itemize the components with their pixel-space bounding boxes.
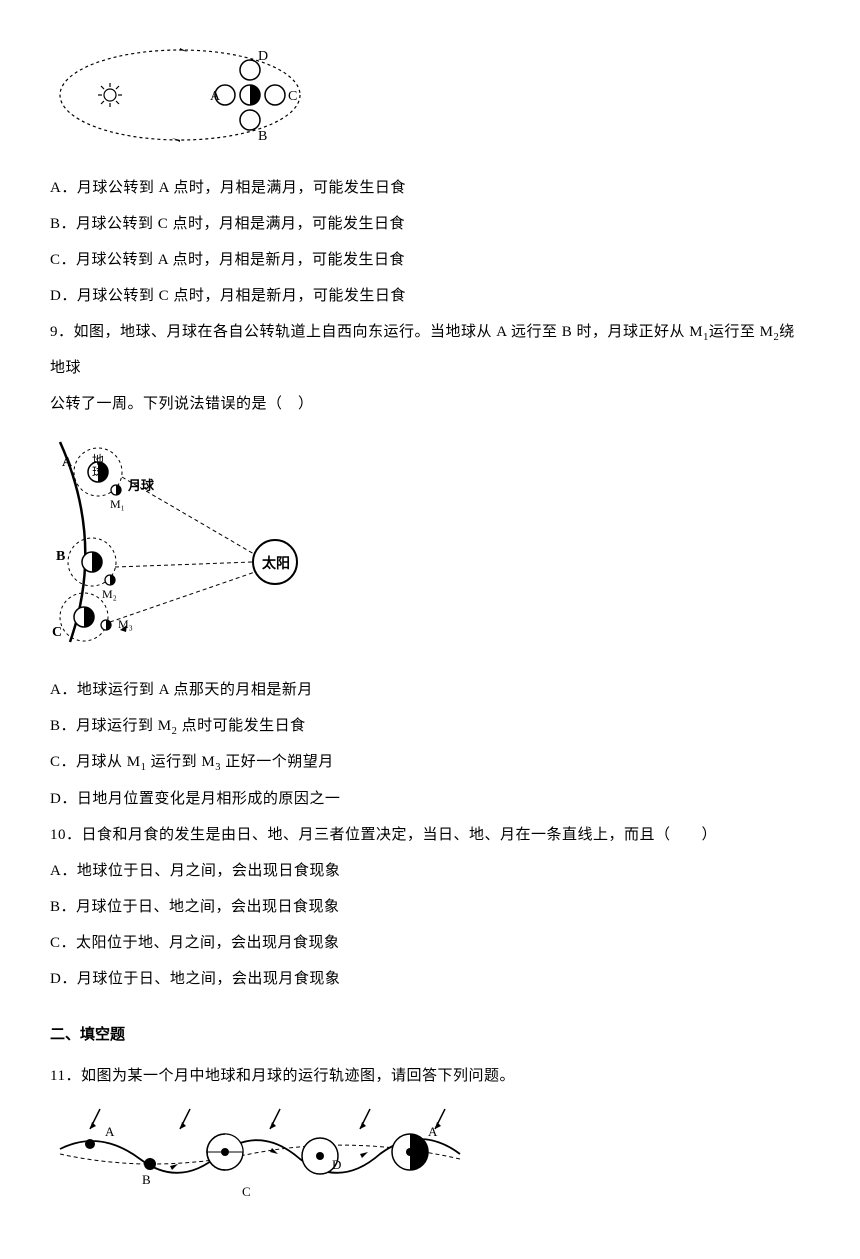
q9-option-c: C．月球从 M1 运行到 M3 正好一个朔望月	[50, 744, 810, 780]
moon-b	[240, 110, 260, 130]
ems-svg: A 地 球 月球 M₁ B M₂ C M₃ 太阳	[50, 432, 330, 652]
label-ta: A	[105, 1124, 115, 1139]
label-tb: B	[142, 1172, 151, 1187]
q10-option-a: A．地球位于日、月之间，会出现日食现象	[50, 853, 810, 889]
q9-option-b: B．月球运行到 M2 点时可能发生日食	[50, 708, 810, 744]
q10-option-c: C．太阳位于地、月之间，会出现月食现象	[50, 925, 810, 961]
moon-d	[240, 60, 260, 80]
sun-icon	[98, 83, 122, 107]
q-pre-option-d: D．月球公转到 C 点时，月相是新月，可能发生日食	[50, 278, 810, 314]
earth-pos-1	[85, 1139, 95, 1149]
q9-text: 9．如图，地球、月球在各自公转轨道上自西向东运行。当地球从 A 远行至 B 时，…	[50, 314, 810, 386]
q9-text-a: 9．如图，地球、月球在各自公转轨道上自西向东运行。当地球从 A 远行至 B 时，…	[50, 324, 703, 340]
q9-option-a: A．地球运行到 A 点那天的月相是新月	[50, 672, 810, 708]
diagram-orbit: A C B D	[50, 40, 810, 150]
diagram-trajectory: A B C D A	[50, 1104, 810, 1209]
q9-option-d: D．日地月位置变化是月相形成的原因之一	[50, 781, 810, 817]
moon-c	[265, 85, 285, 105]
section-2-header: 二、填空题	[50, 1017, 810, 1053]
q-pre-option-c: C．月球公转到 A 点时，月相是新月，可能发生日食	[50, 242, 810, 278]
q9-text-b: 运行至 M	[709, 324, 774, 340]
label-ec: C	[52, 625, 62, 640]
q10-text: 10．日食和月食的发生是由日、地、月三者位置决定，当日、地、月在一条直线上，而且…	[50, 817, 810, 853]
label-c: C	[288, 89, 297, 104]
q11-text: 11．如图为某一个月中地球和月球的运行轨迹图，请回答下列问题。	[50, 1058, 810, 1094]
label-eb: B	[56, 549, 65, 564]
label-tc: C	[242, 1184, 251, 1199]
trajectory-svg: A B C D A	[50, 1104, 470, 1209]
q10-option-b: B．月球位于日、地之间，会出现日食现象	[50, 889, 810, 925]
label-earth2: 球	[92, 465, 104, 479]
label-ea: A	[62, 455, 73, 470]
earth-pos-2	[144, 1158, 156, 1170]
label-moon: 月球	[127, 478, 155, 493]
q-pre-option-b: B．月球公转到 C 点时，月相是满月，可能发生日食	[50, 206, 810, 242]
sunlight-arrows	[90, 1109, 445, 1129]
label-ta2: A	[428, 1124, 438, 1139]
earth-center	[240, 85, 260, 105]
orbit-svg: A C B D	[50, 40, 320, 150]
label-m2: M₂	[102, 587, 117, 601]
label-sun: 太阳	[262, 555, 290, 572]
earth-b-group	[68, 538, 116, 586]
earth-pos-3	[207, 1134, 243, 1170]
q9-text-2: 公转了一周。下列说法错误的是（ ）	[50, 386, 810, 422]
label-d: D	[258, 49, 268, 64]
label-m1: M₁	[110, 497, 125, 511]
q10-option-d: D．月球位于日、地之间，会出现月食现象	[50, 961, 810, 997]
label-b: B	[258, 129, 267, 144]
label-a: A	[210, 89, 221, 104]
label-td: D	[332, 1157, 341, 1172]
earth-pos-5	[392, 1134, 428, 1170]
diagram-earth-moon-sun: A 地 球 月球 M₁ B M₂ C M₃ 太阳	[50, 432, 810, 652]
q-pre-option-a: A．月球公转到 A 点时，月相是满月，可能发生日食	[50, 170, 810, 206]
